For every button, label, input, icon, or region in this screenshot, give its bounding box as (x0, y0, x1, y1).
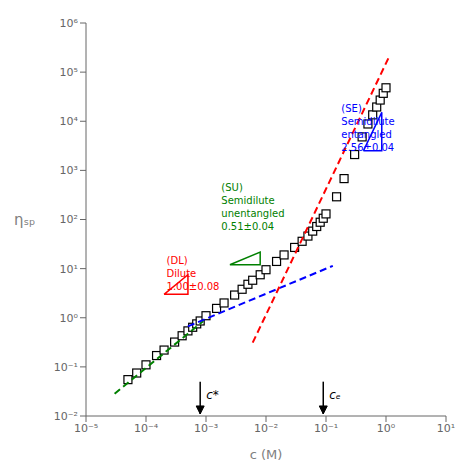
svg-text:10³: 10³ (60, 164, 78, 177)
svg-text:10⁵: 10⁵ (60, 66, 78, 79)
svg-text:c*: c* (206, 388, 219, 402)
svg-text:(SU)Semidiluteunentangled0.51±: (SU)Semidiluteunentangled0.51±0.04 (221, 182, 284, 232)
svg-text:ηₛₚ: ηₛₚ (14, 211, 36, 229)
svg-text:c (M): c (M) (250, 447, 283, 462)
svg-text:10⁻³: 10⁻³ (194, 422, 218, 435)
svg-text:10⁻¹: 10⁻¹ (54, 361, 78, 374)
svg-text:10⁶: 10⁶ (60, 17, 79, 30)
svg-text:10⁰: 10⁰ (377, 422, 396, 435)
svg-text:10⁻²: 10⁻² (254, 422, 278, 435)
svg-text:10⁰: 10⁰ (60, 312, 79, 325)
svg-text:10²: 10² (60, 213, 78, 226)
svg-text:10⁻²: 10⁻² (54, 410, 78, 423)
svg-text:10¹: 10¹ (60, 263, 78, 276)
svg-text:10⁻¹: 10⁻¹ (314, 422, 338, 435)
svg-text:10¹: 10¹ (437, 422, 455, 435)
svg-text:cₑ: cₑ (329, 388, 341, 402)
svg-text:(DL)Dilute1.00±0.08: (DL)Dilute1.00±0.08 (167, 255, 220, 292)
svg-text:10⁻⁴: 10⁻⁴ (134, 422, 159, 435)
svg-text:10⁻⁵: 10⁻⁵ (74, 422, 98, 435)
svg-text:(SE)Semidiluteentangled2.56±0.: (SE)Semidiluteentangled2.56±0.04 (341, 103, 394, 153)
svg-text:10⁴: 10⁴ (60, 115, 79, 128)
